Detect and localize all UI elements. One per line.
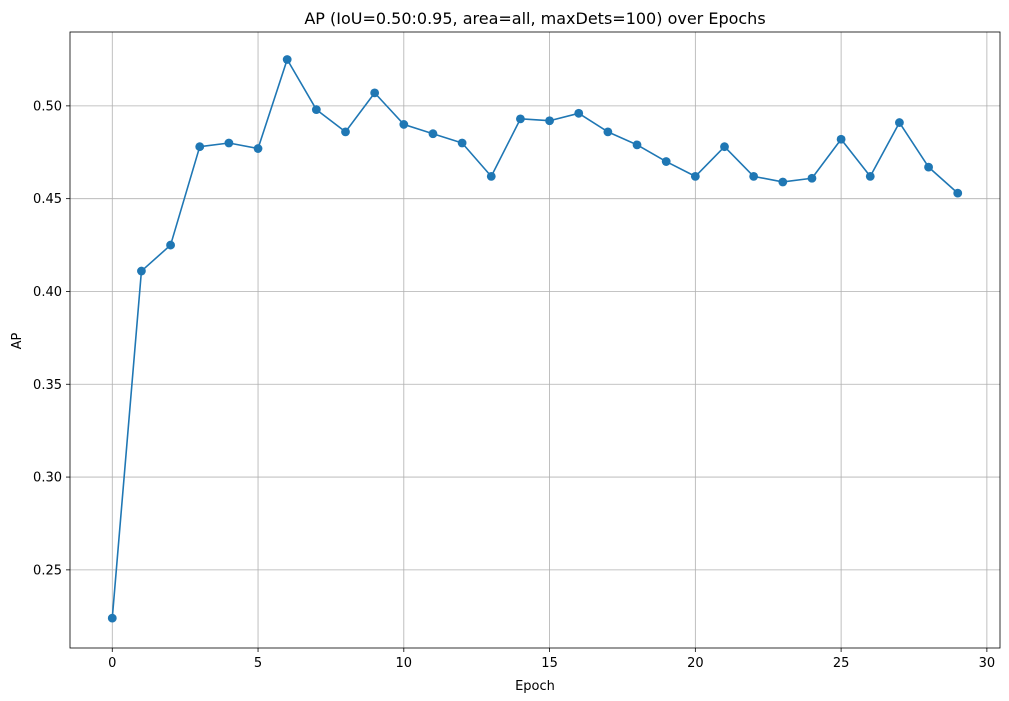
data-point [457,138,467,148]
x-tick-label: 30 [979,656,996,671]
data-point [370,88,380,98]
data-point [545,116,554,126]
y-tick-label: 0.45 [33,192,62,207]
x-axis-label: Epoch [515,679,555,694]
data-point [311,105,321,114]
chart-title: AP (IoU=0.50:0.95, area=all, maxDets=100… [304,9,765,28]
data-point [166,240,175,250]
data-point [807,173,817,183]
data-point [690,171,700,181]
data-point [749,171,759,181]
x-tick-label: 15 [541,656,558,671]
x-tick-label: 10 [396,656,413,671]
y-tick-label: 0.35 [33,378,62,393]
data-point [341,127,350,137]
series-ap [107,55,963,623]
y-tick-label: 0.50 [33,99,62,114]
y-tick-label: 0.25 [33,563,62,578]
y-axis-label: AP [10,332,25,349]
data-point [778,177,788,187]
x-tick-label: 25 [833,656,850,671]
data-point [924,162,933,172]
data-point [865,171,875,181]
data-point [516,114,525,124]
data-point [137,266,146,276]
x-tick-label: 0 [108,656,116,671]
data-point [895,118,904,127]
plot-frame [69,31,1001,649]
data-point [282,55,292,64]
data-point [632,140,642,150]
data-point [399,120,409,129]
axis-ticks: 0 5 10 15 20 25 30 0.25 0.30 0.35 0.40 0.45 0.50 [33,99,995,671]
grid [70,32,1000,648]
data-point [953,188,963,198]
data-point [428,129,438,139]
data-point [836,134,846,144]
data-point [603,127,613,137]
data-point [720,142,729,152]
data-point [107,613,117,623]
y-tick-label: 0.30 [33,471,62,486]
series-line [111,58,959,619]
data-point [661,157,671,166]
data-point [574,108,584,118]
x-tick-label: 20 [687,656,704,671]
data-point [253,144,263,153]
data-point [195,142,205,152]
data-point [486,171,496,181]
data-point [224,138,234,148]
y-tick-label: 0.40 [33,285,62,300]
x-tick-label: 5 [254,656,262,671]
